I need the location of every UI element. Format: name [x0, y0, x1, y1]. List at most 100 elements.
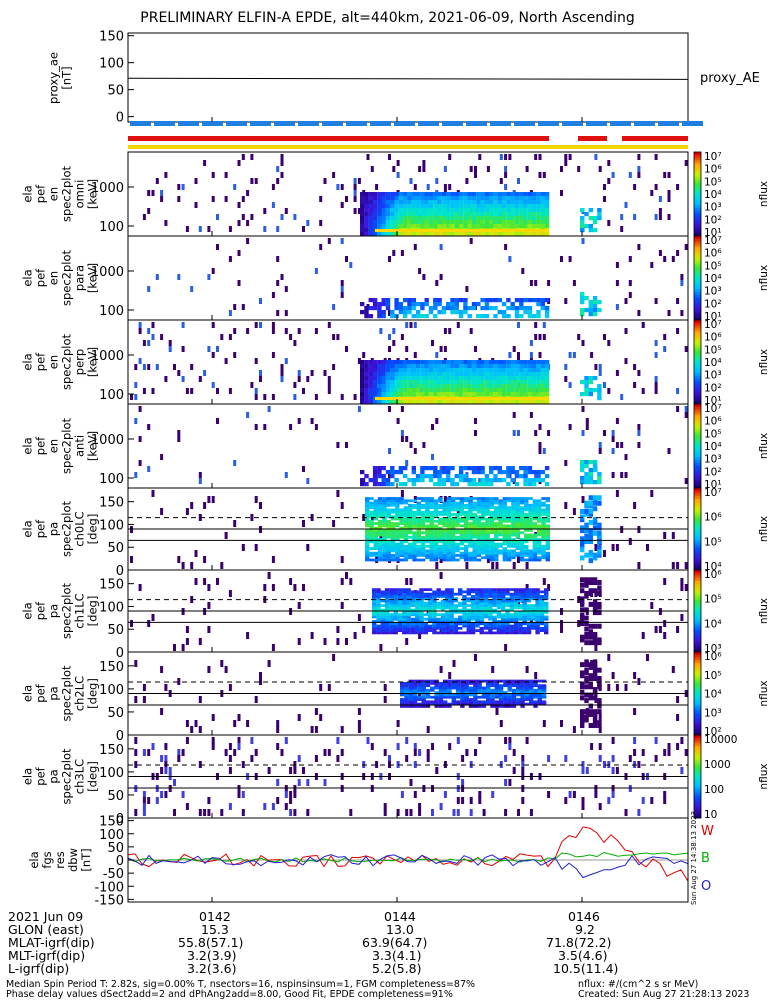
spectrum-pixel: [504, 644, 508, 651]
spectrum-pixel: [497, 298, 502, 303]
spectrum-pixel: [407, 368, 412, 373]
spectrum-pixel: [597, 392, 602, 397]
ylabel-line: anti: [73, 435, 87, 457]
spectrum-pixel: [425, 693, 431, 697]
spectrum-pixel: [445, 615, 450, 619]
spectrum-pixel: [494, 681, 499, 685]
spectrum-pixel: [510, 372, 515, 377]
spectrum-pixel: [588, 476, 593, 481]
spectrum-pixel: [415, 613, 420, 617]
spectrum-pixel: [532, 478, 537, 483]
colorbar-cell: [694, 224, 701, 229]
spectrum-pixel: [527, 196, 533, 201]
spectrum-pixel: [462, 606, 467, 610]
spectrum-pixel: [529, 686, 534, 690]
spectrum-pixel: [420, 526, 426, 530]
spectrum-pixel: [377, 533, 383, 537]
spectrum-pixel: [446, 232, 451, 237]
spectrum-pixel: [472, 533, 477, 537]
spectrum-pixel: [522, 611, 527, 614]
spectrum-pixel: [480, 478, 485, 483]
spectrum-pixel: [511, 702, 517, 706]
spectrum-pixel: [385, 470, 391, 475]
spectrum-pixel: [360, 220, 365, 225]
spectrum-pixel: [494, 517, 499, 521]
spectrum-pixel: [403, 482, 408, 487]
spectrum-pixel: [442, 529, 447, 532]
spectrum-pixel: [151, 322, 155, 328]
spectrum-pixel: [471, 364, 477, 369]
spectrum-pixel: [415, 392, 421, 397]
spectrum-pixel: [504, 755, 508, 762]
spectrum-pixel: [293, 791, 297, 798]
spectrum-pixel: [392, 328, 396, 334]
spectrum-pixel: [412, 540, 417, 544]
spectrum-pixel: [142, 791, 146, 798]
spectrum-pixel: [504, 154, 508, 160]
ylabel-line: en: [47, 355, 61, 369]
spectrum-pixel: [493, 204, 498, 209]
spectrum-pixel: [485, 544, 490, 548]
spectrum-pixel: [433, 508, 439, 512]
spectrum-pixel: [527, 478, 533, 483]
ylabel-line: pef: [34, 766, 48, 785]
spectrum-pixel: [476, 372, 481, 377]
spectrum-pixel: [452, 809, 456, 816]
spectrum-pixel: [415, 592, 420, 596]
spectrum-pixel: [535, 606, 540, 610]
spectrum-pixel: [588, 662, 593, 668]
spectrum-pixel: [237, 280, 241, 286]
spectrum-pixel: [394, 364, 399, 369]
spectrum-pixel: [484, 392, 490, 397]
spectrum-pixel: [481, 556, 486, 560]
spectrum-pixel: [527, 192, 533, 197]
spectrum-pixel: [497, 224, 502, 229]
spectrum-pixel: [490, 705, 495, 708]
spectrum-pixel: [406, 590, 411, 594]
spectrum-pixel: [480, 216, 485, 221]
spectrum-pixel: [525, 584, 529, 591]
spectrum-pixel: [411, 200, 416, 205]
spectrum-pixel: [519, 360, 524, 365]
spectrum-pixel: [513, 626, 519, 630]
spectrum-pixel: [385, 204, 391, 209]
spectrum-pixel: [474, 172, 477, 178]
spectrum-pixel: [432, 624, 437, 628]
spectrum-pixel: [522, 629, 527, 632]
spectrum-pixel: [502, 547, 507, 550]
spectrum-pixel: [527, 216, 533, 221]
spectrum-pixel: [419, 611, 424, 614]
spectrum-pixel: [443, 700, 448, 704]
spectrum-pixel: [519, 364, 524, 369]
spectrum-pixel: [433, 298, 438, 303]
spectrum-pixel: [427, 588, 433, 591]
spectrum-pixel: [510, 392, 515, 397]
spectrum-pixel: [435, 178, 439, 184]
spectrum-pixel: [497, 212, 502, 217]
spectrum-pixel: [518, 629, 523, 632]
spectrum-pixel: [417, 686, 422, 690]
spectrum-pixel: [423, 601, 428, 605]
spectrum-pixel: [377, 204, 382, 209]
spectrum-pixel: [380, 620, 385, 623]
spectrum-pixel: [441, 368, 447, 373]
spectrum-pixel: [475, 595, 480, 598]
spectrum-pixel: [390, 224, 395, 229]
spectrum-pixel: [433, 208, 438, 213]
spectrum-pixel: [462, 599, 467, 603]
spectrum-pixel: [498, 688, 504, 692]
spectrum-pixel: [458, 392, 464, 397]
spectrum-pixel: [515, 501, 520, 505]
spectrum-pixel: [372, 615, 377, 619]
spectrum-pixel: [398, 212, 404, 217]
spectrum-pixel: [485, 508, 490, 512]
spectrum-pixel: [580, 673, 585, 679]
spectrum-pixel: [524, 524, 529, 528]
spectrum-pixel: [446, 501, 452, 505]
spectrum-pixel: [680, 578, 684, 585]
spectrum-pixel: [545, 506, 550, 509]
spectrum-pixel: [438, 700, 444, 704]
spectrum-pixel: [368, 212, 373, 217]
spectrum-pixel: [397, 629, 403, 632]
spectrum-pixel: [380, 590, 385, 594]
